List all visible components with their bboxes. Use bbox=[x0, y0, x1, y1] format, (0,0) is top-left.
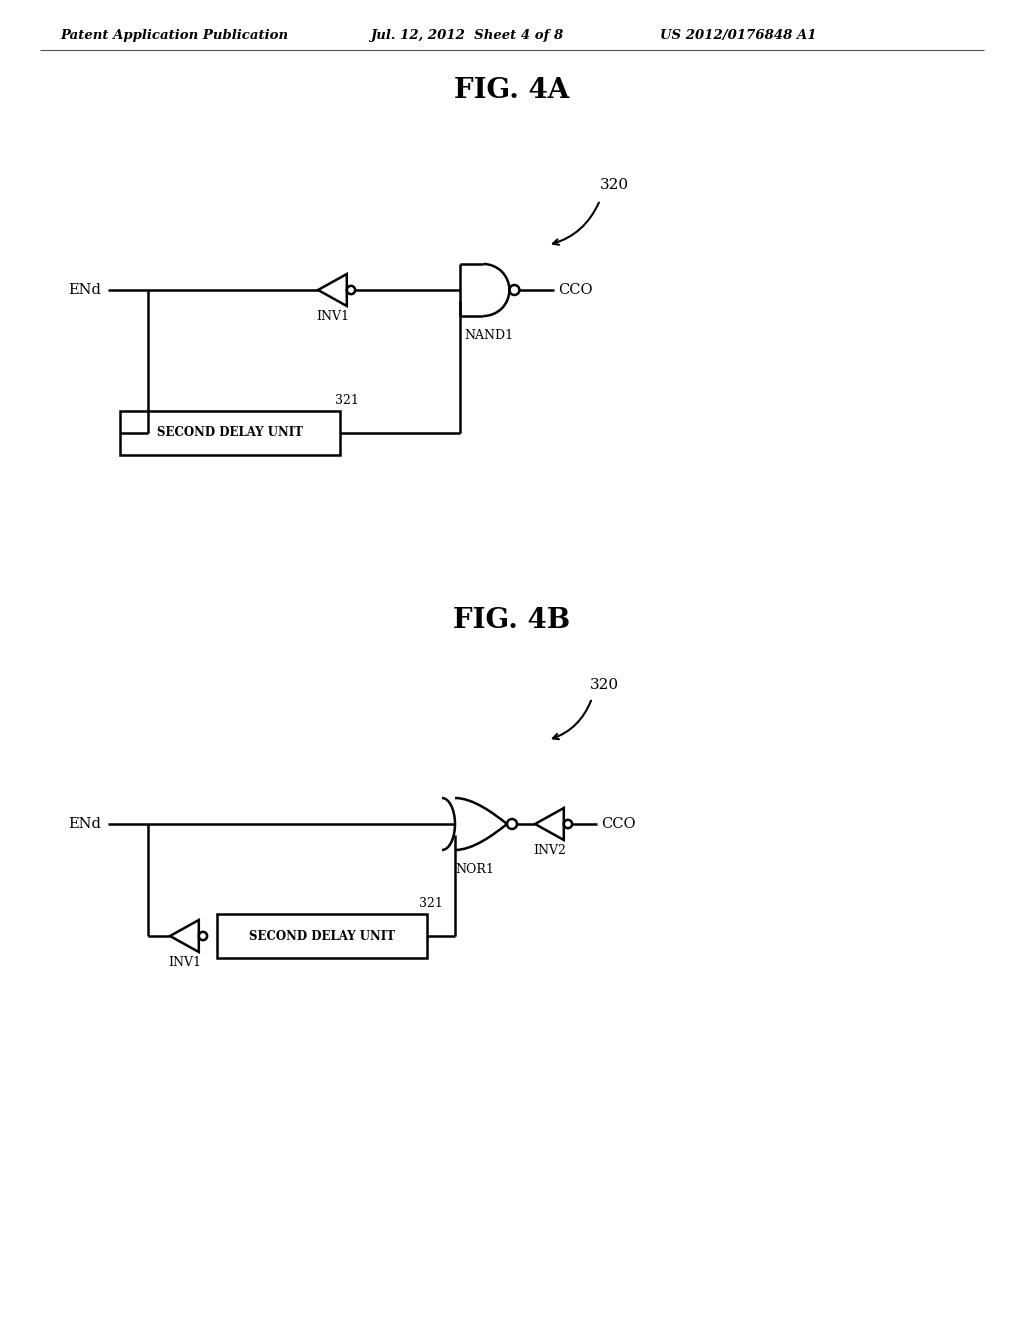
Text: 320: 320 bbox=[600, 178, 629, 191]
Text: SECOND DELAY UNIT: SECOND DELAY UNIT bbox=[157, 426, 303, 440]
Bar bbox=[217, 913, 427, 958]
Text: FIG. 4A: FIG. 4A bbox=[455, 77, 569, 103]
Text: INV2: INV2 bbox=[532, 843, 566, 857]
Text: INV1: INV1 bbox=[315, 310, 349, 323]
Text: FIG. 4B: FIG. 4B bbox=[454, 606, 570, 634]
Text: US 2012/0176848 A1: US 2012/0176848 A1 bbox=[660, 29, 816, 41]
Text: 320: 320 bbox=[590, 678, 620, 692]
Text: 321: 321 bbox=[419, 898, 443, 909]
Text: NAND1: NAND1 bbox=[464, 329, 513, 342]
Text: SECOND DELAY UNIT: SECOND DELAY UNIT bbox=[249, 929, 395, 942]
Text: ENd: ENd bbox=[68, 282, 101, 297]
Text: 321: 321 bbox=[335, 393, 358, 407]
Text: INV1: INV1 bbox=[168, 956, 201, 969]
Text: ENd: ENd bbox=[68, 817, 101, 832]
Bar bbox=[120, 411, 340, 455]
Text: CCO: CCO bbox=[558, 282, 593, 297]
Text: CCO: CCO bbox=[601, 817, 636, 832]
Text: Patent Application Publication: Patent Application Publication bbox=[60, 29, 288, 41]
Text: NOR1: NOR1 bbox=[456, 863, 495, 876]
Text: Jul. 12, 2012  Sheet 4 of 8: Jul. 12, 2012 Sheet 4 of 8 bbox=[370, 29, 563, 41]
